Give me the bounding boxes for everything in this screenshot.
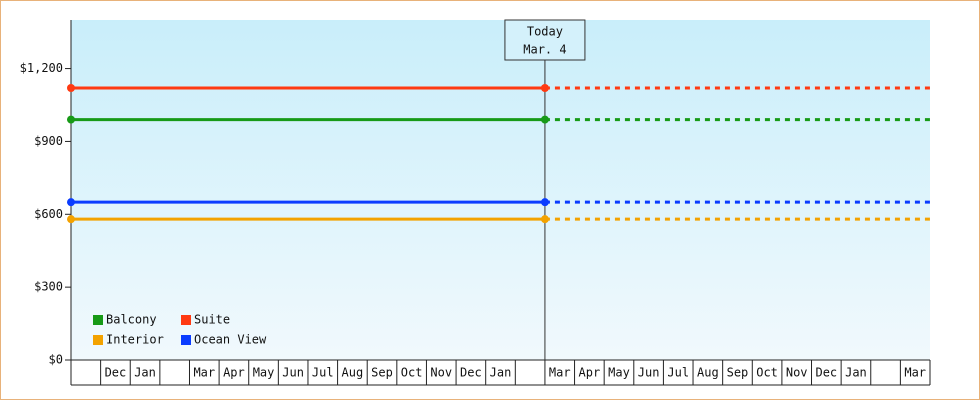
x-tick-label: Apr <box>223 366 245 380</box>
legend-label: Ocean View <box>194 333 267 347</box>
y-tick-label: $600 <box>34 207 63 221</box>
legend-swatch <box>181 335 191 345</box>
y-tick-label: $900 <box>34 134 63 148</box>
y-tick-label: $1,200 <box>20 61 63 75</box>
x-tick-label: Jan <box>490 366 512 380</box>
x-tick-label: Jun <box>282 366 304 380</box>
x-tick-label: Apr <box>579 366 601 380</box>
x-tick-label: May <box>253 366 275 380</box>
y-tick-label: $300 <box>34 280 63 294</box>
today-label: Today <box>527 25 563 39</box>
x-tick-label: Aug <box>697 366 719 380</box>
legend-label: Suite <box>194 313 230 327</box>
y-tick-label: $0 <box>49 353 63 367</box>
x-tick-label: Sep <box>727 366 749 380</box>
x-tick-label: Mar <box>904 366 926 380</box>
series-point <box>67 84 75 92</box>
x-tick-label: Jan <box>134 366 156 380</box>
legend-swatch <box>181 315 191 325</box>
x-tick-label: Mar <box>193 366 215 380</box>
series-point <box>540 84 549 92</box>
legend-swatch <box>93 315 103 325</box>
legend-label: Interior <box>106 333 164 347</box>
series-point <box>67 215 75 224</box>
plot-area <box>71 20 930 360</box>
x-tick-label: Dec <box>105 366 127 380</box>
x-tick-label: Nov <box>430 366 452 380</box>
x-tick-label: Aug <box>342 366 364 380</box>
series-point <box>540 115 549 124</box>
x-tick-label: May <box>608 366 630 380</box>
x-tick-label: Jul <box>312 366 334 380</box>
x-tick-label: Mar <box>549 366 571 380</box>
x-tick-label: Oct <box>401 366 423 380</box>
x-tick-label: Jun <box>638 366 660 380</box>
today-box <box>504 19 586 61</box>
series-point <box>540 198 549 207</box>
x-tick-label: Dec <box>460 366 482 380</box>
x-tick-label: Sep <box>371 366 393 380</box>
today-date: Mar. 4 <box>523 43 566 57</box>
x-tick-label: Jan <box>845 366 867 380</box>
legend-swatch <box>93 335 103 345</box>
legend-label: Balcony <box>106 313 157 327</box>
x-tick-label: Nov <box>786 366 808 380</box>
series-point <box>67 198 75 207</box>
x-tick-label: Dec <box>815 366 837 380</box>
series-point <box>540 215 549 224</box>
x-tick-label: Oct <box>756 366 778 380</box>
series-point <box>67 115 75 124</box>
x-tick-label: Jul <box>667 366 689 380</box>
